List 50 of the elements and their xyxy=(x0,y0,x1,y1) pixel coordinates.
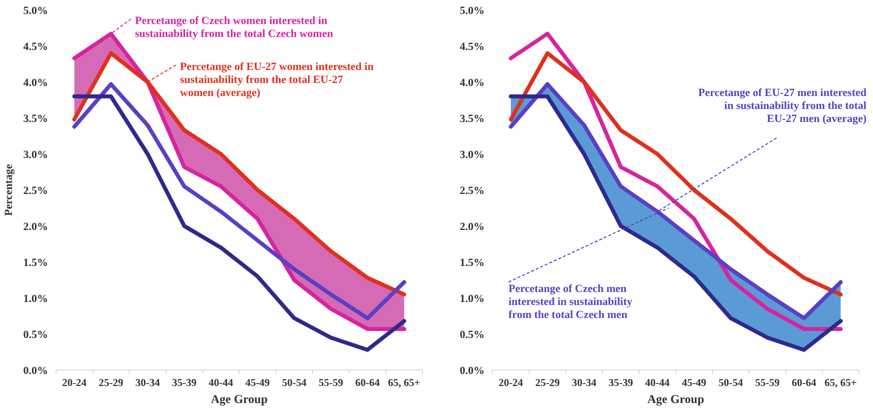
y-axis-title: Percentage xyxy=(3,164,15,216)
y-tick-label: 5.0% xyxy=(23,4,48,17)
y-tick-label: 4.5% xyxy=(460,40,484,53)
x-tick-label: 25-29 xyxy=(98,378,124,389)
y-tick-label: 5.0% xyxy=(460,4,484,17)
x-tick-label: 20-24 xyxy=(62,378,88,389)
x-tick-label: 45-49 xyxy=(245,378,270,389)
x-tick-label: 45-49 xyxy=(682,378,706,389)
x-tick-label: 35-39 xyxy=(608,378,634,389)
x-tick-label: 20-24 xyxy=(498,378,524,389)
x-axis-title: Age Group xyxy=(210,392,268,406)
x-axis-title: Age Group xyxy=(647,392,704,406)
y-tick-label: 0.5% xyxy=(460,328,484,341)
annotation: Percetange of EU-27 men interested in sustainability from the total EU-27 men (average) xyxy=(698,87,867,125)
y-tick-label: 1.5% xyxy=(23,256,48,269)
x-tick-label: 60-64 xyxy=(792,378,818,389)
y-tick-label: 3.5% xyxy=(460,112,484,125)
y-tick-label: 3.5% xyxy=(23,112,48,125)
y-tick-label: 0.0% xyxy=(23,364,48,377)
x-tick-label: 55-59 xyxy=(755,378,780,389)
y-tick-label: 2.0% xyxy=(23,220,48,233)
y-tick-label: 3.0% xyxy=(460,148,484,161)
x-tick-label: 25-29 xyxy=(535,378,560,389)
y-tick-label: 1.0% xyxy=(460,292,484,305)
x-tick-label: 65, 65+ xyxy=(824,378,857,389)
y-tick-label: 4.5% xyxy=(23,40,48,53)
y-tick-label: 3.0% xyxy=(23,148,48,161)
y-tick-label: 2.0% xyxy=(460,220,484,233)
y-tick-label: 1.5% xyxy=(460,256,484,269)
x-tick-label: 65, 65+ xyxy=(388,378,420,389)
x-tick-label: 40-44 xyxy=(208,378,234,389)
y-tick-label: 0.0% xyxy=(460,364,484,377)
annotation: Percetange of Czech women interested in sustainability from the total Czech women xyxy=(135,15,334,40)
x-tick-label: 50-54 xyxy=(718,378,744,389)
x-tick-label: 30-34 xyxy=(572,378,598,389)
y-tick-label: 4.0% xyxy=(460,76,484,89)
y-tick-label: 2.5% xyxy=(23,184,48,197)
y-tick-label: 1.0% xyxy=(23,292,48,305)
x-tick-label: 30-34 xyxy=(135,378,161,389)
y-tick-label: 4.0% xyxy=(23,76,48,89)
x-tick-label: 40-44 xyxy=(645,378,670,389)
x-tick-label: 60-64 xyxy=(355,378,381,389)
x-tick-label: 35-39 xyxy=(172,378,197,389)
x-tick-label: 55-59 xyxy=(318,378,344,389)
y-tick-label: 2.5% xyxy=(460,184,484,197)
x-tick-label: 50-54 xyxy=(282,378,308,389)
line-series xyxy=(72,51,406,296)
y-tick-label: 0.5% xyxy=(23,328,48,341)
annotation: Percetange of Czech men interested in sustainability from the total Czech men xyxy=(508,283,633,321)
annotation: Percetange of EU-27 women interested in sustainability from the total EU-27 women (average) xyxy=(180,61,374,99)
